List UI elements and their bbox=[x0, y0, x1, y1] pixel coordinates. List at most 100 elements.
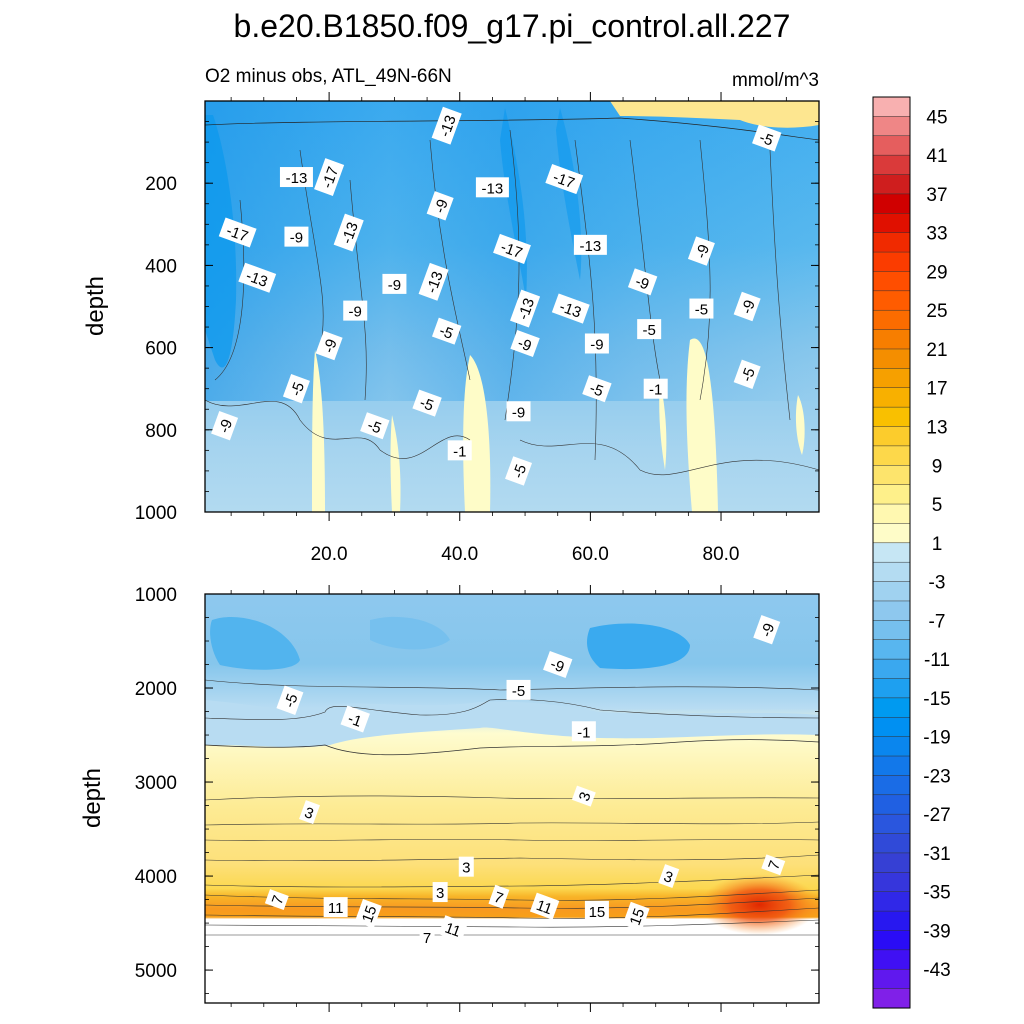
colorbar-swatch bbox=[872, 426, 911, 447]
colorbar-swatch bbox=[872, 581, 911, 602]
contour-label-box bbox=[282, 374, 310, 404]
contour-label: -17 bbox=[218, 217, 257, 248]
contour-label-text: -13 bbox=[482, 180, 504, 197]
contour-label: -9 bbox=[510, 329, 540, 357]
contour-label: -5 bbox=[733, 359, 761, 390]
contour-label-box bbox=[637, 319, 662, 340]
colorbar-swatch bbox=[872, 949, 911, 970]
colorbar-swatch bbox=[872, 678, 911, 699]
contour-label: 15 bbox=[622, 901, 650, 932]
colorbar-swatch bbox=[872, 174, 911, 195]
contour-label-text: -9 bbox=[290, 230, 303, 247]
contour-label-text: -13 bbox=[423, 269, 446, 295]
units-label: mmol/m^3 bbox=[732, 70, 819, 91]
contour-label-box bbox=[510, 329, 540, 357]
contour-label: 3 bbox=[432, 882, 448, 903]
contour-label: -1 bbox=[447, 440, 472, 461]
colorbar-swatch bbox=[872, 116, 911, 137]
colorbar-swatch bbox=[872, 542, 911, 563]
contour-label-box bbox=[218, 217, 257, 248]
y-tick-label: 4000 bbox=[135, 867, 177, 888]
lower-plot-frame bbox=[204, 593, 820, 1004]
contour-label: 3 bbox=[571, 785, 596, 807]
contour-label: -9 bbox=[315, 330, 343, 361]
colorbar-swatch bbox=[872, 930, 911, 951]
contour-label-box bbox=[447, 440, 472, 461]
colorbar-label: -39 bbox=[923, 921, 950, 942]
contour-label-box bbox=[753, 615, 781, 645]
contour-label-text: 11 bbox=[534, 897, 554, 918]
contour-label-text: -5 bbox=[281, 692, 302, 710]
colorbar-swatch bbox=[872, 406, 911, 428]
contour-label-box bbox=[314, 158, 345, 196]
contour-label-box bbox=[354, 898, 382, 929]
deep-hotspot bbox=[700, 874, 819, 935]
contour-label-box bbox=[571, 785, 596, 807]
colorbar-label: -3 bbox=[929, 573, 946, 594]
contour-label-box bbox=[279, 167, 313, 188]
contour-label-box bbox=[689, 298, 714, 319]
contour-label: -1 bbox=[643, 378, 668, 399]
contour-label-box bbox=[529, 892, 560, 920]
contour-label: -9 bbox=[382, 273, 407, 294]
contour-label-text: -17 bbox=[551, 169, 577, 192]
contour-label-box bbox=[343, 300, 368, 321]
upper-contour-labels: -13 -5 -13 -17 -17 -13 -9 -17 -9 -13 -17 -13 -9 -13 -9… bbox=[211, 106, 782, 486]
contour-label-box bbox=[284, 226, 309, 247]
contour-label: -5 bbox=[689, 298, 714, 319]
colorbar-label: 37 bbox=[926, 185, 947, 206]
contour-label-box bbox=[584, 900, 609, 921]
contour-label: -5 bbox=[505, 456, 533, 486]
contour-label: 7 bbox=[264, 889, 289, 911]
colorbar-swatch bbox=[872, 775, 911, 796]
contour-line bbox=[205, 889, 819, 936]
contour-label-text: -9 bbox=[388, 277, 401, 294]
contour-label-box bbox=[412, 389, 442, 417]
colorbar-swatch bbox=[872, 193, 911, 214]
contour-label: -5 bbox=[276, 685, 304, 715]
contour-label: -1 bbox=[340, 705, 370, 733]
colorbar-swatch bbox=[872, 232, 911, 253]
contour-label-box bbox=[643, 378, 668, 399]
colorbar-label: 17 bbox=[926, 379, 947, 400]
contour-label: 11 bbox=[529, 892, 560, 920]
contour-label: 3 bbox=[458, 856, 474, 877]
contour-label: -9 bbox=[687, 236, 715, 266]
deep-low-patch-2 bbox=[587, 623, 690, 670]
colorbar-swatch bbox=[872, 600, 911, 621]
colorbar-swatch bbox=[872, 348, 911, 369]
colorbar-swatch bbox=[872, 717, 911, 738]
colorbar-swatch bbox=[872, 852, 911, 873]
colorbar-swatch bbox=[872, 988, 911, 1009]
y-tick-label: 3000 bbox=[135, 773, 177, 794]
colorbar-swatch bbox=[872, 872, 911, 893]
colorbar-swatch bbox=[872, 620, 911, 641]
contour-label-text: -5 bbox=[365, 417, 383, 438]
contour-label-text: -9 bbox=[431, 197, 452, 215]
contour-label-box bbox=[545, 164, 584, 195]
x-tick-label: 60.0 bbox=[572, 544, 609, 565]
colorbar-swatch bbox=[872, 813, 911, 835]
contour-label-box bbox=[761, 854, 786, 876]
positive-tongue-3 bbox=[463, 355, 491, 512]
contour-label: -9 bbox=[543, 651, 573, 679]
contour-label: -13 bbox=[475, 177, 509, 198]
contour-label-text: -17 bbox=[498, 239, 524, 262]
contour-label: -9 bbox=[211, 410, 239, 441]
colorbar-swatch bbox=[872, 968, 911, 990]
contour-label-box bbox=[551, 293, 590, 324]
contour-label-text: 15 bbox=[359, 903, 381, 924]
contour-label-text: -17 bbox=[319, 164, 342, 190]
contour-label: -13 bbox=[510, 289, 541, 328]
contour-label-box bbox=[431, 317, 462, 345]
contour-label-box bbox=[211, 410, 239, 441]
contour-label-text: -9 bbox=[633, 273, 651, 294]
colorbar-label: -27 bbox=[923, 805, 950, 826]
contour-label: -5 bbox=[282, 374, 310, 404]
y-tick-label: 1000 bbox=[135, 503, 177, 524]
contour-label-box bbox=[573, 234, 607, 255]
y-tick-label: 200 bbox=[145, 174, 177, 195]
colorbar-label: 13 bbox=[926, 418, 947, 439]
